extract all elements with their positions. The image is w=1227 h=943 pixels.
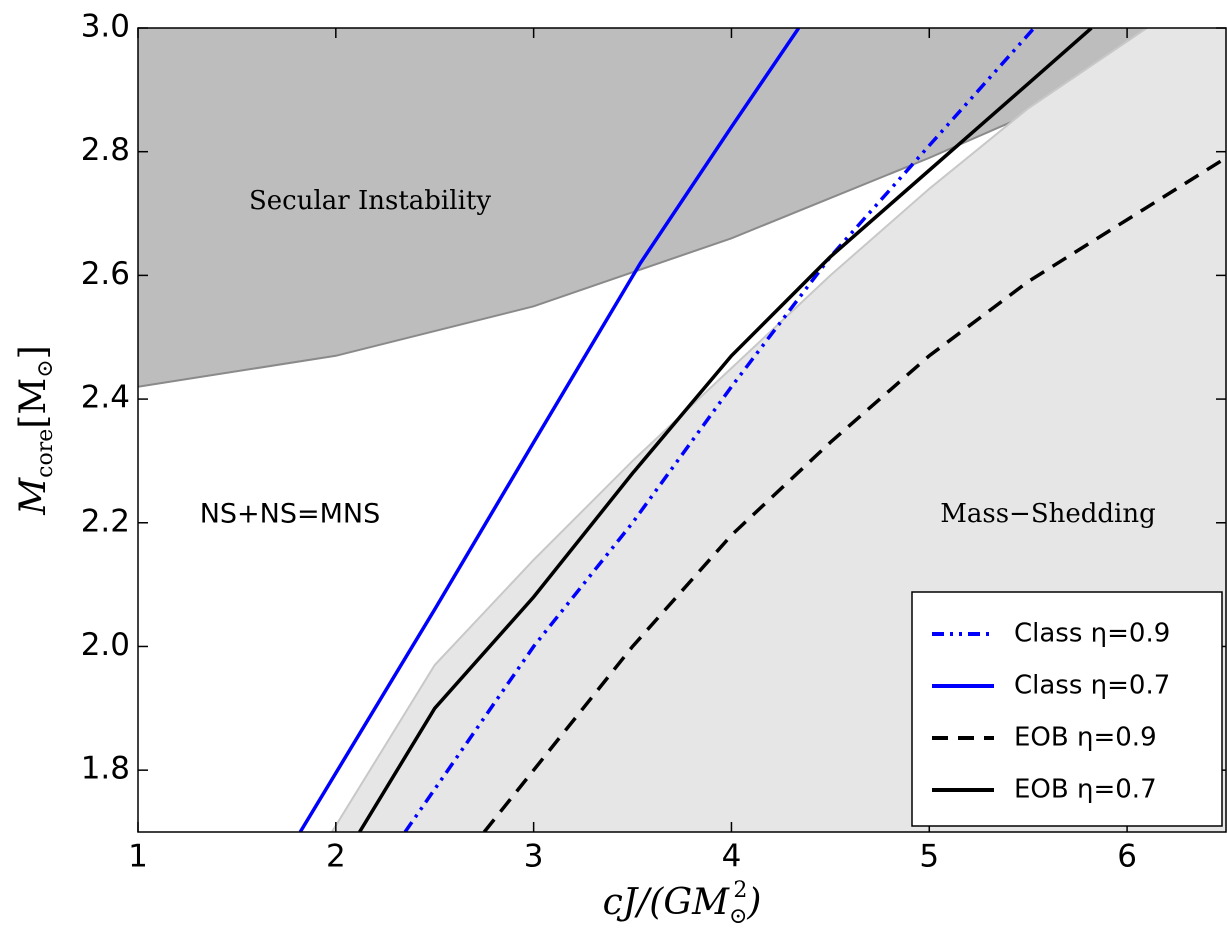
region-edge — [331, 28, 1148, 832]
y-label-part: M — [13, 477, 54, 516]
x-tick-label: 3 — [524, 839, 544, 875]
x-tick-label: 6 — [1117, 839, 1137, 875]
y-tick-label: 1.8 — [81, 751, 130, 787]
y-label-part: core — [33, 429, 58, 478]
y-tick-label: 2.0 — [81, 627, 130, 663]
y-label-part: ] — [13, 345, 54, 359]
legend-label: Class η=0.7 — [1014, 671, 1170, 701]
x-tick-label: 1 — [128, 839, 148, 875]
series-line — [298, 28, 801, 832]
legend-box — [911, 591, 1223, 827]
y-label-part: [M — [13, 378, 54, 429]
plot-frame — [137, 27, 1227, 833]
x-axis-label: cJ/(GM⊙2) — [603, 878, 762, 929]
x-tick-label: 2 — [326, 839, 346, 875]
y-tick-label: 2.6 — [81, 256, 130, 292]
x-tick-label: 5 — [919, 839, 939, 875]
x-label-part: 2 — [733, 878, 747, 903]
series-line — [482, 156, 1227, 832]
y-tick-label: 2.8 — [81, 132, 130, 168]
legend-label: EOB η=0.9 — [1014, 723, 1157, 753]
legend-label: EOB η=0.7 — [1014, 775, 1157, 805]
y-tick-label: 3.0 — [81, 9, 130, 45]
y-tick-label: 2.4 — [81, 380, 130, 416]
x-label-part: cJ/(GM — [603, 882, 731, 923]
x-label-part: ⊙ — [729, 904, 747, 929]
x-label-part: ) — [746, 882, 761, 923]
region-label: Secular Instability — [249, 186, 491, 216]
series-line — [358, 28, 1093, 832]
x-tick-label: 4 — [722, 839, 742, 875]
y-label-part: ⊙ — [33, 359, 58, 377]
region-label: Mass−Shedding — [940, 499, 1156, 529]
series-line — [403, 28, 1036, 832]
legend-label: Class η=0.9 — [1014, 619, 1170, 649]
annotation: NS+NS=MNS — [200, 499, 381, 530]
y-axis-label: Mcore[M⊙] — [13, 345, 58, 515]
y-tick-label: 2.2 — [81, 503, 130, 539]
